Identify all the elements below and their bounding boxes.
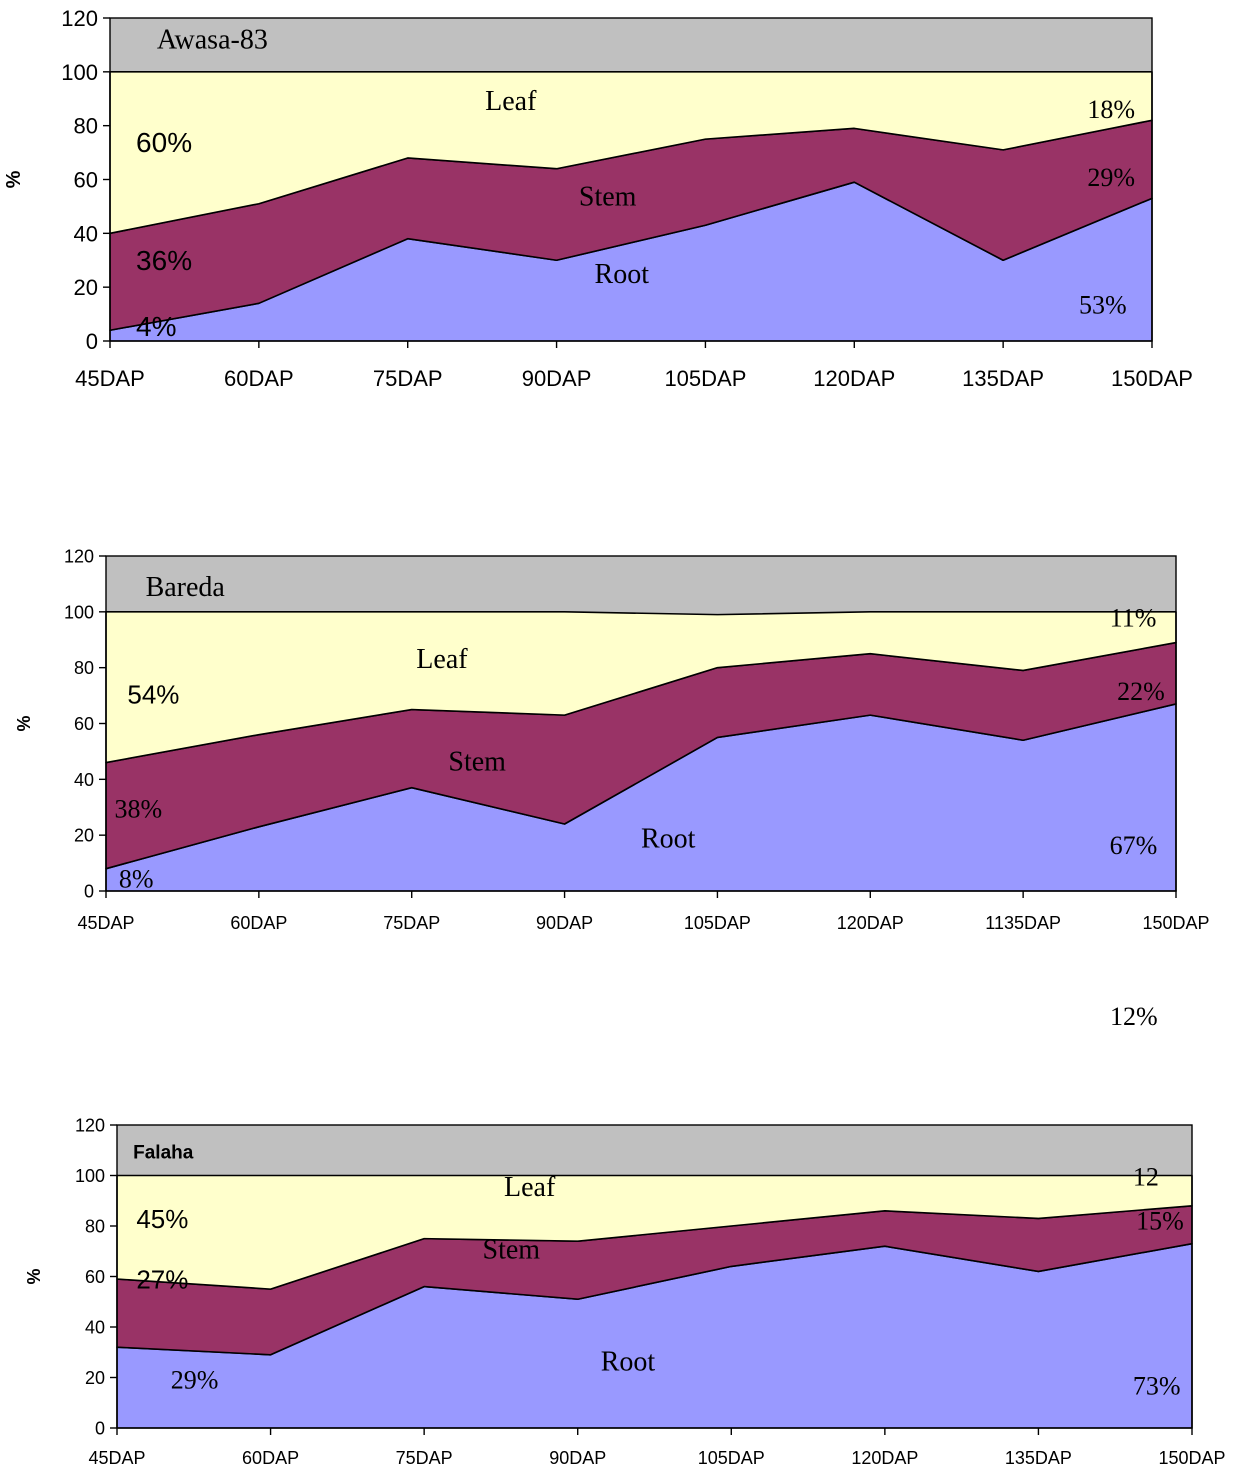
- y-tick-label: 0: [86, 329, 98, 354]
- y-tick-label: 20: [74, 275, 98, 300]
- series-label-leaf: Leaf: [485, 86, 537, 117]
- percent-annotation: 15%: [1136, 1207, 1184, 1236]
- x-tick-label: 150DAP: [1142, 913, 1209, 933]
- y-tick-label: 120: [64, 546, 94, 566]
- series-label-stem: Stem: [448, 746, 506, 777]
- x-tick-label: 120DAP: [837, 913, 904, 933]
- y-axis-label: %: [3, 170, 25, 188]
- series-label-root: Root: [595, 259, 650, 290]
- chart-title: Awasa-83: [157, 25, 268, 56]
- percent-annotation: 22%: [1117, 677, 1165, 706]
- percent-annotation: 36%: [136, 245, 192, 276]
- y-tick-label: 20: [74, 826, 94, 846]
- series-label-leaf: Leaf: [416, 644, 468, 675]
- x-tick-label: 120DAP: [851, 1448, 918, 1467]
- percent-annotation: 29%: [171, 1366, 219, 1395]
- chart-svg: 0 20 40 60 80 100 120 45DAP 60DAP 75DAP 90DAP 105DA…: [14, 546, 1210, 933]
- x-tick-label: 60DAP: [242, 1448, 299, 1467]
- x-tick-label: 75DAP: [383, 913, 440, 933]
- x-tick-label: 1135DAP: [985, 913, 1061, 933]
- percent-annotation: 4%: [136, 311, 176, 342]
- y-tick-label: 80: [74, 114, 98, 139]
- y-tick-label: 100: [61, 60, 98, 85]
- y-tick-label: 80: [85, 1216, 105, 1236]
- percent-annotation: 12: [1133, 1163, 1159, 1192]
- percent-annotation: 11%: [1110, 603, 1157, 632]
- y-tick-label: 120: [75, 1115, 105, 1135]
- percent-annotation: 67%: [1110, 831, 1158, 860]
- percent-annotation: 73%: [1133, 1372, 1181, 1401]
- y-axis-label: %: [24, 1268, 44, 1284]
- series-label-root: Root: [641, 823, 696, 854]
- x-tick-label: 150DAP: [1111, 366, 1193, 391]
- chart-title: Falaha: [133, 1142, 194, 1163]
- x-tick-label: 90DAP: [549, 1448, 606, 1467]
- series-label-stem: Stem: [579, 181, 637, 212]
- y-tick-label: 60: [74, 714, 94, 734]
- y-tick-label: 20: [85, 1368, 105, 1388]
- x-tick-label: 45DAP: [77, 913, 134, 933]
- y-tick-label: 80: [74, 658, 94, 678]
- x-tick-label: 75DAP: [373, 366, 443, 391]
- percent-annotation: 53%: [1079, 291, 1127, 320]
- series-label-root: Root: [601, 1346, 656, 1377]
- x-tick-label: 150DAP: [1158, 1448, 1225, 1467]
- x-tick-label: 135DAP: [1005, 1448, 1072, 1467]
- y-tick-label: 60: [74, 167, 98, 192]
- percent-annotation: 29%: [1087, 163, 1135, 192]
- chart-falaha: 0 20 40 60 80 100 120 45DAP 60DAP 75DAP 90DAP 105DA…: [0, 1110, 1242, 1467]
- percent-annotation: 45%: [136, 1204, 188, 1234]
- chart-svg: 0 20 40 60 80 100 120 45DAP 60DAP 75DAP 90DAP 105DA…: [24, 1115, 1226, 1467]
- chart-bareda: 0 20 40 60 80 100 120 45DAP 60DAP 75DAP 90DAP 105DA…: [0, 540, 1242, 940]
- x-tick-label: 105DAP: [698, 1448, 765, 1467]
- series-label-leaf: Leaf: [504, 1172, 556, 1203]
- stray-percent-label: 12%: [1110, 1002, 1158, 1031]
- y-tick-label: 40: [74, 221, 98, 246]
- percent-annotation: 27%: [136, 1265, 188, 1295]
- y-tick-label: 100: [64, 602, 94, 622]
- x-tick-label: 135DAP: [962, 366, 1044, 391]
- x-tick-label: 60DAP: [224, 366, 294, 391]
- percent-annotation: 38%: [115, 794, 163, 823]
- x-tick-label: 105DAP: [684, 913, 751, 933]
- x-tick-label: 45DAP: [75, 366, 145, 391]
- x-tick-label: 60DAP: [230, 913, 287, 933]
- x-tick-label: 105DAP: [664, 366, 746, 391]
- y-tick-label: 0: [95, 1418, 105, 1438]
- y-tick-label: 40: [85, 1317, 105, 1337]
- x-tick-label: 90DAP: [536, 913, 593, 933]
- y-axis-label: %: [14, 715, 34, 731]
- x-tick-label: 75DAP: [396, 1448, 453, 1467]
- chart-title: Bareda: [146, 572, 226, 603]
- series-label-stem: Stem: [483, 1234, 541, 1265]
- percent-annotation: 8%: [119, 865, 154, 894]
- chart-svg: 0 20 40 60 80 100 120 45DAP 60DAP 75DAP 90DAP 105DA…: [3, 6, 1193, 391]
- y-tick-label: 120: [61, 6, 98, 31]
- y-tick-label: 40: [74, 770, 94, 790]
- percent-annotation: 18%: [1087, 95, 1135, 124]
- x-tick-label: 45DAP: [88, 1448, 145, 1467]
- chart-awasa-83: 0 20 40 60 80 100 120 45DAP 60DAP 75DAP 90DAP 105DA…: [0, 0, 1242, 420]
- y-tick-label: 100: [75, 1166, 105, 1186]
- x-tick-label: 90DAP: [522, 366, 592, 391]
- percent-annotation: 60%: [136, 127, 192, 158]
- x-tick-label: 120DAP: [813, 366, 895, 391]
- y-tick-label: 0: [84, 881, 94, 901]
- percent-annotation: 54%: [127, 679, 179, 709]
- y-tick-label: 60: [85, 1267, 105, 1287]
